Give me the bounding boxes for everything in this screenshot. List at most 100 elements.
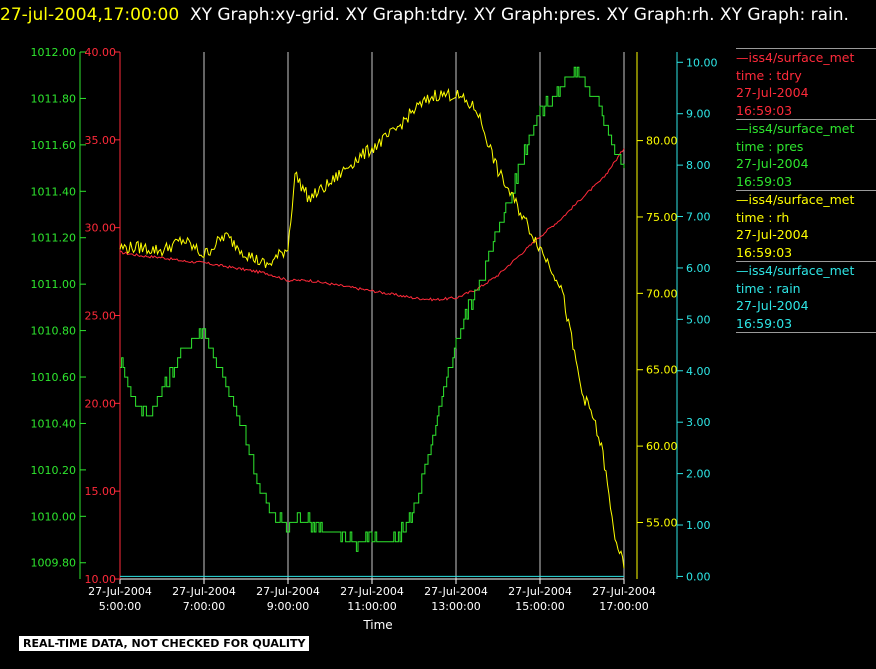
axes [79,51,683,584]
title-graph-list: XY Graph:xy-grid. XY Graph:tdry. XY Grap… [189,5,849,25]
legend-entry-rain: —iss4/surface_met time : rain 27-Jul-2004 1… [736,261,876,333]
pres-tick-label: 1010.80 [31,325,77,338]
legend-date: 27-Jul-2004 [736,84,876,102]
legend-time: 16:59:03 [736,315,876,333]
pres-tick-label: 1009.80 [31,557,77,570]
rain-tick-label: 3.00 [686,416,711,429]
pres-tick-label: 1010.40 [31,417,77,430]
rain-tick-label: 6.00 [686,262,711,275]
legend-variable: time : tdry [736,67,876,85]
legend-source-text: iss4/surface_met [748,192,855,207]
legend-entry-rh: —iss4/surface_met time : rh 27-Jul-2004 16:… [736,190,876,261]
tdry-tick-label: 15.00 [85,485,117,498]
legend-variable-text: time : rh [736,209,790,225]
title-timestamp: 27-jul-2004,17:00:00 [0,5,180,25]
legend-source: —iss4/surface_met [736,191,876,209]
legend-time-text: 16:59:03 [736,315,793,331]
legend-source-text: iss4/surface_met [748,121,855,136]
legend-time: 16:59:03 [736,102,876,120]
rain-tick-label: 5.00 [686,313,711,326]
rh-tick-label: 55.00 [646,516,678,529]
legend-source-text: iss4/surface_met [748,50,855,65]
x-tick-label-time: 15:00:00 [515,600,564,613]
rain-tick-label: 2.00 [686,468,711,481]
legend-source: —iss4/surface_met [736,120,876,138]
pres-tick-label: 1010.00 [31,510,77,523]
x-tick-label-date: 27-Jul-2004 [88,585,152,598]
tdry-tick-label: 25.00 [85,310,117,323]
rh-tick-label: 80.00 [646,135,678,148]
legend-variable: time : pres [736,138,876,156]
legend-time-text: 16:59:03 [736,102,793,118]
legend-source: —iss4/surface_met [736,262,876,280]
legend: —iss4/surface_met time : tdry 27-Jul-2004 1… [736,48,876,333]
x-tick-label-time: 13:00:00 [431,600,480,613]
x-tick-label-time: 11:00:00 [347,600,396,613]
legend-date: 27-Jul-2004 [736,226,876,244]
legend-entry-tdry: —iss4/surface_met time : tdry 27-Jul-2004 1… [736,48,876,119]
legend-date-text: 27-Jul-2004 [736,298,809,313]
tdry-tick-label: 35.00 [85,134,117,147]
x-tick-label-time: 17:00:00 [599,600,648,613]
legend-date: 27-Jul-2004 [736,155,876,173]
x-tick-label-time: 5:00:00 [99,600,141,613]
x-tick-label-date: 27-Jul-2004 [172,585,236,598]
x-tick-label-time: 9:00:00 [267,600,309,613]
x-tick-label-date: 27-Jul-2004 [340,585,404,598]
x-tick-label-time: 7:00:00 [183,600,225,613]
legend-swatch: — [736,50,749,65]
pres-tick-label: 1011.40 [31,185,77,198]
x-tick-label-date: 27-Jul-2004 [256,585,320,598]
legend-time: 16:59:03 [736,173,876,191]
rh-tick-label: 75.00 [646,211,678,224]
pres-tick-label: 1011.00 [31,278,77,291]
rain-tick-label: 4.00 [686,365,711,378]
rain-tick-label: 0.00 [686,570,711,583]
legend-time-text: 16:59:03 [736,173,793,189]
window-title: 27-jul-2004,17:00:00 XY Graph:xy-grid. X… [0,2,870,29]
quality-notice: REAL-TIME DATA, NOT CHECKED FOR QUALITY [19,636,310,651]
rh-tick-label: 60.00 [646,440,678,453]
x-axis-label: Time [362,618,392,632]
tdry-tick-label: 10.00 [85,573,117,586]
legend-swatch: — [736,192,749,207]
legend-variable-text: time : rain [736,280,801,296]
rh-tick-label: 70.00 [646,287,678,300]
legend-entry-pres: —iss4/surface_met time : pres 27-Jul-2004 1… [736,119,876,190]
legend-variable-text: time : tdry [736,67,802,83]
pres-tick-label: 1011.80 [31,92,77,105]
legend-source: —iss4/surface_met [736,49,876,67]
rain-tick-label: 7.00 [686,211,711,224]
tick-labels: 27-Jul-2004 5:00:00 27-Jul-2004 7:00:00 27-J… [31,46,718,613]
series-lines [119,66,625,577]
tdry-series-line [119,148,625,302]
rh-series-line [119,87,625,569]
x-tick-label-date: 27-Jul-2004 [508,585,572,598]
rain-tick-label: 8.00 [686,159,711,172]
legend-date-text: 27-Jul-2004 [736,85,809,100]
legend-time-text: 16:59:03 [736,244,793,260]
legend-time: 16:59:03 [736,244,876,262]
legend-date: 27-Jul-2004 [736,297,876,315]
tdry-tick-label: 30.00 [85,222,117,235]
pres-tick-label: 1011.20 [31,232,77,245]
legend-variable: time : rh [736,209,876,227]
x-tick-label-date: 27-Jul-2004 [592,585,656,598]
pres-tick-label: 1011.60 [31,139,77,152]
legend-source-text: iss4/surface_met [748,263,855,278]
pres-series-line [120,66,625,552]
legend-date-text: 27-Jul-2004 [736,227,809,242]
legend-swatch: — [736,121,749,136]
rain-tick-label: 10.00 [686,56,718,69]
legend-date-text: 27-Jul-2004 [736,156,809,171]
tdry-tick-label: 20.00 [85,397,117,410]
x-grid [203,52,625,579]
rain-tick-label: 9.00 [686,108,711,121]
legend-swatch: — [736,263,749,278]
pres-tick-label: 1010.20 [31,464,77,477]
pres-tick-label: 1012.00 [31,46,77,59]
rain-tick-label: 1.00 [686,519,711,532]
pres-tick-label: 1010.60 [31,371,77,384]
legend-variable: time : rain [736,280,876,298]
